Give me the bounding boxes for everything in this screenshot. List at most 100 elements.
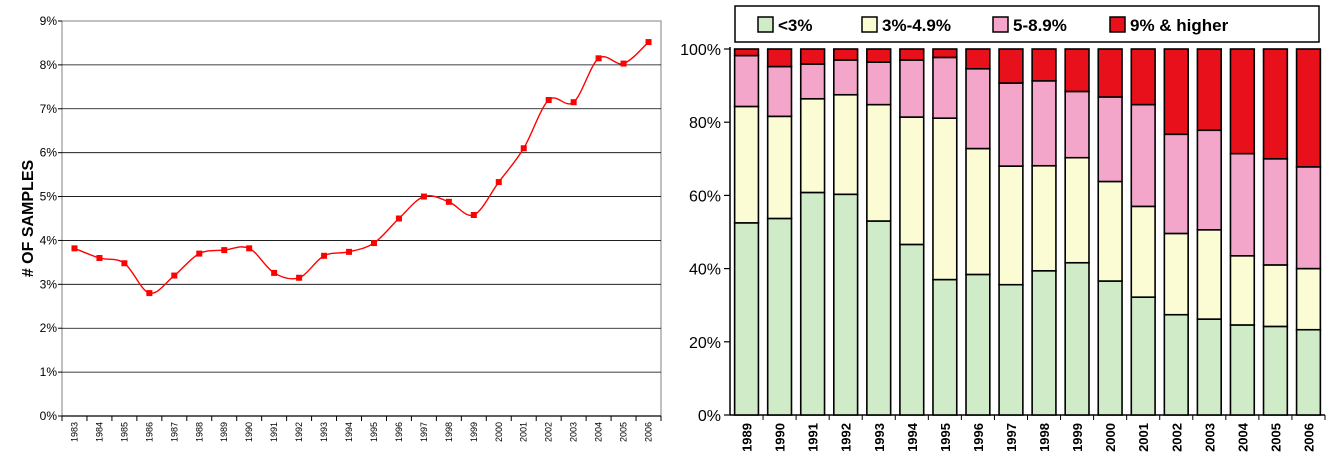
bar-segment: [1196, 129, 1223, 231]
line-point: [146, 290, 153, 297]
bar-segment: [932, 278, 958, 416]
line-x-tick-label: 1990: [244, 422, 254, 442]
bar-segment: [1163, 232, 1189, 316]
line-x-tick-label: 2005: [619, 422, 629, 442]
line-point: [171, 272, 178, 279]
bar-segment: [1097, 96, 1123, 183]
line-x-tick-label: 2004: [594, 422, 604, 442]
bar-segment: [1064, 48, 1090, 93]
line-point: [246, 245, 253, 252]
bar-x-tick-label: 2001: [1136, 423, 1151, 452]
bar-x-tick-label: 2004: [1235, 422, 1250, 452]
bar-x-tick-label: 1989: [740, 423, 755, 452]
line-point: [121, 260, 128, 267]
bar-x-tick-label: 1999: [1070, 423, 1085, 452]
line-x-tick-label: 2000: [494, 422, 504, 442]
bar-y-tick-label: 80%: [689, 115, 721, 132]
legend-label: 3%-4.9%: [882, 16, 951, 35]
line-point: [196, 250, 203, 257]
bar-segment: [1163, 48, 1189, 136]
line-y-tick-label: 9%: [40, 14, 58, 28]
line-point: [445, 198, 452, 205]
line-y-tick-label: 3%: [40, 277, 58, 291]
bar-segment: [1229, 152, 1256, 257]
legend-box: [734, 5, 1320, 43]
bar-segment: [1097, 280, 1123, 416]
bar-segment: [998, 48, 1024, 84]
bar-y-tick-label: 40%: [689, 262, 721, 279]
line-point: [420, 193, 427, 200]
bar-segment: [1064, 90, 1090, 159]
line-point: [71, 245, 78, 252]
line-x-tick-label: 1996: [394, 422, 404, 442]
line-point: [570, 99, 577, 106]
bar-segment: [1262, 158, 1289, 266]
bar-segment: [1130, 103, 1156, 208]
bar-segment: [733, 222, 760, 416]
legend-swatch: [992, 16, 1009, 33]
bar-segment: [1064, 156, 1090, 264]
legend-label: 9% & higher: [1130, 16, 1229, 35]
line-x-tick-label: 1994: [344, 422, 354, 442]
bar-segment: [1031, 164, 1057, 272]
bar-segment: [733, 105, 760, 224]
bar-x-tick-label: 2002: [1169, 423, 1184, 452]
bar-segment: [766, 217, 793, 416]
line-point: [271, 269, 278, 276]
line-point: [520, 145, 527, 152]
line-point: [296, 274, 303, 281]
line-point: [346, 248, 353, 255]
bar-x-tick-label: 1997: [1004, 423, 1019, 452]
bar-segment: [965, 147, 991, 276]
bar-segment: [1130, 296, 1156, 416]
line-x-tick-label: 1999: [469, 422, 479, 442]
bar-segment: [766, 48, 793, 68]
line-plot-area: [61, 20, 662, 417]
bar-segment: [832, 59, 859, 96]
bar-segment: [1163, 313, 1189, 416]
bar-segment: [998, 283, 1024, 416]
line-y-tick-label: 4%: [40, 233, 58, 247]
bar-y-tick-label: 20%: [689, 335, 721, 352]
bar-segment: [965, 67, 991, 150]
bar-segment: [799, 191, 826, 416]
line-y-tick-label: 6%: [40, 146, 58, 160]
line-point: [470, 211, 477, 218]
bar-segment: [1262, 264, 1289, 328]
bar-x-tick-label: 2005: [1268, 423, 1283, 452]
bar-segment: [998, 82, 1024, 167]
bar-x-tick-label: 1990: [773, 423, 788, 452]
bar-y-tick-label: 100%: [680, 42, 721, 59]
bar-segment: [799, 97, 826, 194]
bar-x-tick-label: 2003: [1202, 423, 1217, 452]
bar-segment: [832, 48, 859, 61]
bar-segment: [766, 65, 793, 118]
bar-segment: [1295, 166, 1322, 270]
bar-segment: [832, 193, 859, 416]
bar-segment: [899, 48, 925, 61]
line-point: [370, 240, 377, 247]
bar-segment: [899, 116, 925, 246]
bar-segment: [866, 61, 892, 106]
bar-segment: [1262, 325, 1289, 416]
line-y-tick-label: 5%: [40, 190, 58, 204]
bar-segment: [1196, 229, 1223, 320]
line-x-tick-label: 1991: [269, 422, 279, 442]
bar-segment: [1196, 318, 1223, 416]
bar-x-tick-label: 1993: [872, 423, 887, 452]
line-y-tick-label: 1%: [40, 365, 58, 379]
line-y-tick-label: 7%: [40, 102, 58, 116]
line-point: [96, 255, 103, 261]
bar-segment: [1295, 48, 1322, 168]
bar-segment: [1229, 48, 1256, 155]
bar-segment: [899, 59, 925, 118]
bar-segment: [1097, 48, 1123, 98]
bar-segment: [866, 48, 892, 63]
bar-segment: [1295, 267, 1322, 331]
bar-segment: [932, 117, 958, 281]
line-point: [595, 55, 602, 62]
bar-x-tick-label: 1994: [905, 422, 920, 452]
bar-segment: [832, 93, 859, 196]
legend-label: <3%: [778, 16, 813, 35]
line-y-axis-label: # OF SAMPLES: [20, 160, 37, 278]
